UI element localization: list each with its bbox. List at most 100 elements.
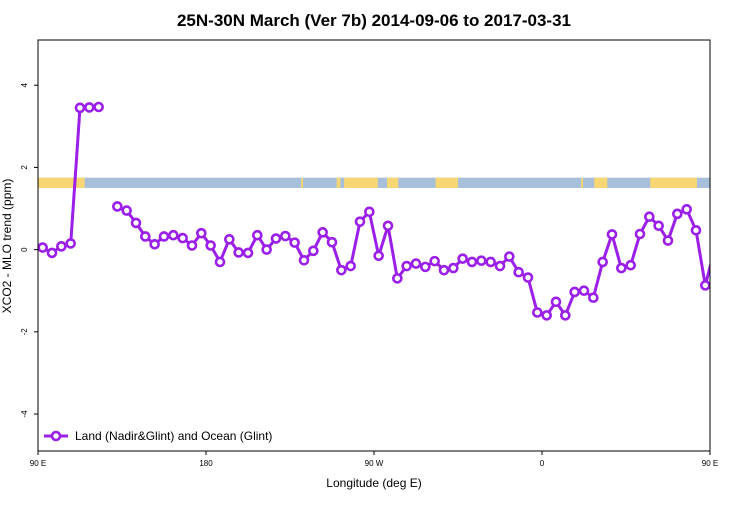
data-point <box>690 224 702 236</box>
x-tick-label: 90 E <box>702 459 718 468</box>
data-point <box>681 204 692 215</box>
data-point <box>158 231 170 242</box>
data-point <box>205 240 216 251</box>
legend: Land (Nadir&Glint) and Ocean (Glint) <box>44 429 272 443</box>
data-point <box>504 251 515 262</box>
data-point <box>382 220 394 232</box>
data-point <box>522 272 534 283</box>
data-point <box>448 262 459 274</box>
data-point <box>541 310 552 321</box>
data-point <box>588 292 599 303</box>
data-point <box>65 238 76 249</box>
data-point <box>662 235 674 246</box>
data-point <box>410 258 422 269</box>
legend-label: Land (Nadir&Glint) and Ocean (Glint) <box>75 429 272 443</box>
data-point <box>513 266 524 278</box>
land-segment <box>387 177 399 188</box>
data-point <box>261 244 272 255</box>
x-axis: 90 E 180 90 W 0 90 E <box>30 451 718 468</box>
series-line <box>116 205 710 317</box>
series-layer <box>38 101 747 321</box>
data-point <box>224 234 235 245</box>
land-segment <box>581 177 584 188</box>
data-point <box>308 245 319 257</box>
x-tick-label: 0 <box>540 459 545 468</box>
data-point <box>634 228 646 240</box>
data-point <box>112 201 123 212</box>
land-segment <box>38 177 85 188</box>
y-tick-label: -4 <box>20 410 29 418</box>
land-segment <box>594 177 608 188</box>
data-point <box>709 246 710 252</box>
data-point <box>130 217 142 229</box>
x-tick-label: 90 E <box>30 459 46 468</box>
y-tick-label: 4 <box>20 82 29 87</box>
data-point <box>345 260 356 272</box>
y-tick-label: 2 <box>20 165 29 170</box>
y-axis-label: XCO2 - MLO trend (ppm) <box>0 179 14 314</box>
y-axis: -4 -2 0 2 4 <box>20 82 38 418</box>
data-point <box>644 211 655 223</box>
chart-title: 25N-30N March (Ver 7b) 2014-09-06 to 201… <box>177 11 571 30</box>
data-point <box>392 273 403 284</box>
data-point <box>373 250 384 262</box>
data-point <box>578 285 590 297</box>
y-tick-label: 0 <box>20 247 29 252</box>
data-point <box>739 239 747 247</box>
data-point <box>46 247 58 259</box>
data-point <box>476 255 487 267</box>
data-point <box>653 220 664 232</box>
data-point <box>121 205 132 216</box>
data-point <box>532 307 543 318</box>
x-axis-label: Longitude (deg E) <box>326 476 421 490</box>
data-point <box>438 264 450 276</box>
data-point <box>336 264 347 276</box>
x-tick-label: 90 W <box>365 459 384 468</box>
data-point <box>420 261 431 273</box>
data-point <box>672 208 683 220</box>
land-segment <box>336 177 341 188</box>
data-point <box>186 240 198 251</box>
land-segment <box>344 177 378 188</box>
data-point <box>466 256 478 268</box>
data-point <box>606 229 618 240</box>
land-segment <box>650 177 697 188</box>
data-point <box>494 260 506 272</box>
land-ocean-band <box>38 177 710 188</box>
data-point <box>485 256 496 268</box>
data-point <box>569 286 580 298</box>
data-point <box>38 242 48 253</box>
data-point <box>597 256 608 268</box>
data-point <box>364 206 375 218</box>
data-point <box>93 101 104 113</box>
data-point <box>700 280 710 291</box>
y-tick-label: -2 <box>20 328 29 336</box>
data-point <box>74 102 86 114</box>
data-point <box>326 236 338 248</box>
legend-marker <box>50 430 62 442</box>
data-point <box>84 102 95 113</box>
land-segment <box>301 177 304 188</box>
land-segment <box>435 177 458 188</box>
data-point <box>252 229 263 241</box>
data-point <box>214 256 226 268</box>
data-point <box>625 259 636 271</box>
data-point <box>242 247 254 259</box>
data-point <box>354 216 366 227</box>
data-point <box>177 232 188 244</box>
data-point <box>457 253 468 264</box>
data-point <box>196 227 207 239</box>
data-point <box>720 250 728 258</box>
data-point <box>140 231 151 242</box>
data-point <box>616 262 627 274</box>
data-point <box>401 260 412 272</box>
data-point <box>560 310 571 321</box>
data-point <box>550 296 562 308</box>
data-point <box>280 230 291 242</box>
data-point <box>729 244 737 252</box>
data-point <box>149 238 160 250</box>
data-point <box>56 241 67 252</box>
x-tick-label: 180 <box>199 459 213 468</box>
